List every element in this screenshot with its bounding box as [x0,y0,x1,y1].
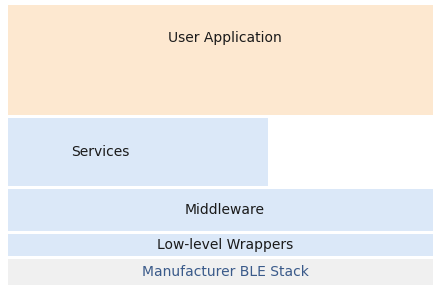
Bar [8,118,268,186]
Bar [8,189,433,231]
Text: Low-level Wrappers: Low-level Wrappers [157,238,293,252]
Text: Middleware: Middleware [185,203,265,217]
Bar [8,259,433,285]
Bar [8,5,433,115]
Text: Manufacturer BLE Stack: Manufacturer BLE Stack [142,265,308,279]
Text: User Application: User Application [168,31,282,45]
Bar [8,234,433,256]
Text: Services: Services [71,145,129,159]
